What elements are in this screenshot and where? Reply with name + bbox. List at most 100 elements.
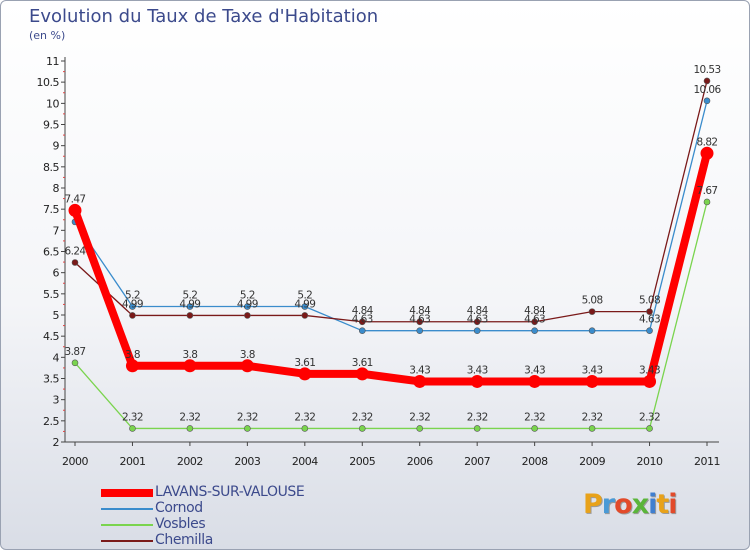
- legend-swatch: [101, 540, 153, 542]
- series-line-vosbles: [74, 201, 708, 430]
- x-tick-label: 2005: [349, 455, 375, 468]
- data-label-lavans-sur-valouse: 8.82: [697, 136, 718, 148]
- y-tick-label: 4: [53, 351, 60, 364]
- data-point-vosbles: [129, 425, 136, 432]
- data-point-lavans-sur-valouse: [528, 374, 542, 388]
- legend-label: Vosbles: [155, 516, 206, 532]
- x-tick-label: 2009: [579, 455, 605, 468]
- legend-label: LAVANS-SUR-VALOUSE: [155, 484, 305, 500]
- data-label-vosbles: 7.67: [697, 185, 718, 197]
- data-label-cornod: 5.2: [297, 290, 312, 302]
- data-point-vosbles: [703, 198, 711, 206]
- data-label-cornod: 5.2: [240, 290, 255, 302]
- data-label-chemilla: 4.99: [179, 298, 200, 310]
- data-point-chemilla: [703, 77, 711, 85]
- data-point-vosbles: [186, 425, 194, 432]
- data-point-cornod: [646, 327, 653, 334]
- data-label-vosbles: 3.87: [65, 346, 86, 358]
- data-point-chemilla: [531, 318, 538, 326]
- x-tick-label: 2003: [234, 455, 260, 468]
- data-point-vosbles: [301, 425, 309, 432]
- y-tick-label: 5.5: [43, 288, 59, 301]
- data-label-vosbles: 2.32: [122, 411, 143, 423]
- logo-letter: o: [614, 489, 633, 520]
- x-tick-label: 2008: [522, 455, 548, 468]
- y-tick-label: 11: [46, 55, 59, 68]
- data-point-cornod: [703, 97, 711, 105]
- x-tick-label: 2010: [637, 455, 663, 468]
- data-point-vosbles: [473, 425, 481, 432]
- axes: 2 2.5 3 3.5 4 4.5 5 5.5 6 6.5 7 7.5 8 8.5 9 9.5 10 10.5 11…: [37, 55, 721, 468]
- data-point-chemilla: [588, 308, 596, 315]
- data-point-cornod: [244, 303, 251, 310]
- data-point-cornod: [301, 303, 309, 310]
- data-point-cornod: [531, 327, 538, 334]
- data-label-chemilla: 5.08: [639, 295, 660, 307]
- y-tick-label: 5: [53, 309, 60, 322]
- data-point-lavans-sur-valouse: [643, 374, 657, 388]
- y-tick-label: 8.5: [43, 161, 59, 174]
- data-label-cornod: 5.2: [182, 290, 197, 302]
- legend-swatch: [101, 508, 153, 510]
- data-label-lavans-sur-valouse: 3.8: [240, 349, 255, 361]
- data-label-chemilla: 4.99: [294, 298, 315, 310]
- data-label-vosbles: 2.32: [467, 411, 488, 423]
- data-label-chemilla: 6.24: [65, 246, 87, 258]
- data-point-cornod: [473, 327, 481, 334]
- data-label-chemilla: 4.99: [122, 298, 143, 310]
- data-point-lavans-sur-valouse: [68, 203, 82, 217]
- logo-letter: t: [656, 489, 669, 520]
- data-point-chemilla: [129, 312, 136, 319]
- data-point-vosbles: [588, 425, 596, 432]
- data-point-lavans-sur-valouse: [413, 374, 427, 388]
- data-label-lavans-sur-valouse: 3.43: [524, 364, 545, 376]
- legend-label: Chemilla: [155, 532, 213, 548]
- data-point-cornod: [588, 327, 596, 334]
- legend-swatch: [101, 524, 153, 526]
- x-tick-label: 2004: [292, 455, 318, 468]
- series-line-lavans-sur-valouse: [71, 149, 711, 386]
- y-tick-label: 4.5: [43, 330, 59, 343]
- data-point-chemilla: [301, 312, 309, 319]
- data-point-chemilla: [416, 318, 424, 326]
- data-label-lavans-sur-valouse: 3.8: [182, 349, 197, 361]
- data-label-vosbles: 2.32: [237, 411, 258, 423]
- data-point-lavans-sur-valouse: [700, 146, 714, 160]
- data-point-vosbles: [71, 359, 79, 367]
- data-point-lavans-sur-valouse: [585, 374, 599, 388]
- data-point-cornod: [129, 303, 136, 310]
- y-tick-label: 6.5: [43, 246, 59, 259]
- y-tick-label: 9: [53, 140, 60, 153]
- data-label-vosbles: 2.32: [409, 411, 430, 423]
- data-label-cornod: 4.63: [467, 314, 488, 326]
- data-point-lavans-sur-valouse: [240, 359, 254, 373]
- series-line-cornod: [74, 100, 708, 332]
- y-tick-label: 3: [53, 394, 60, 407]
- data-label-lavans-sur-valouse: 7.47: [65, 193, 86, 205]
- y-tick-label: 2: [53, 436, 60, 449]
- x-tick-label: 2011: [694, 455, 720, 468]
- data-label-lavans-sur-valouse: 3.43: [639, 364, 660, 376]
- data-point-vosbles: [416, 425, 424, 432]
- data-label-chemilla: 4.84: [352, 305, 374, 317]
- logo-letter: i: [668, 489, 677, 520]
- logo-letter: i: [648, 489, 657, 520]
- y-tick-label: 7: [53, 224, 60, 237]
- data-point-vosbles: [244, 425, 251, 432]
- data-point-lavans-sur-valouse: [125, 359, 139, 373]
- y-tick-label: 7.5: [43, 203, 59, 216]
- data-label-chemilla: 4.84: [467, 305, 489, 317]
- chart-title: Evolution du Taux de Taxe d'Habitation: [29, 6, 379, 27]
- y-tick-label: 6: [53, 267, 60, 280]
- data-label-vosbles: 2.32: [524, 411, 545, 423]
- y-tick-label: 3.5: [43, 373, 59, 386]
- data-point-cornod: [358, 327, 366, 334]
- data-label-lavans-sur-valouse: 3.61: [294, 357, 315, 369]
- y-tick-label: 10: [46, 97, 59, 110]
- data-label-chemilla: 4.84: [409, 305, 431, 317]
- data-labels-layer: 5.2 5.2 5.2 5.2 4.63 4.63 4.63 4.63 4.63 10.06 6.2…: [65, 64, 723, 424]
- y-tick-label: 2.5: [43, 415, 59, 428]
- x-tick-label: 2001: [119, 455, 145, 468]
- data-point-lavans-sur-valouse: [298, 367, 312, 381]
